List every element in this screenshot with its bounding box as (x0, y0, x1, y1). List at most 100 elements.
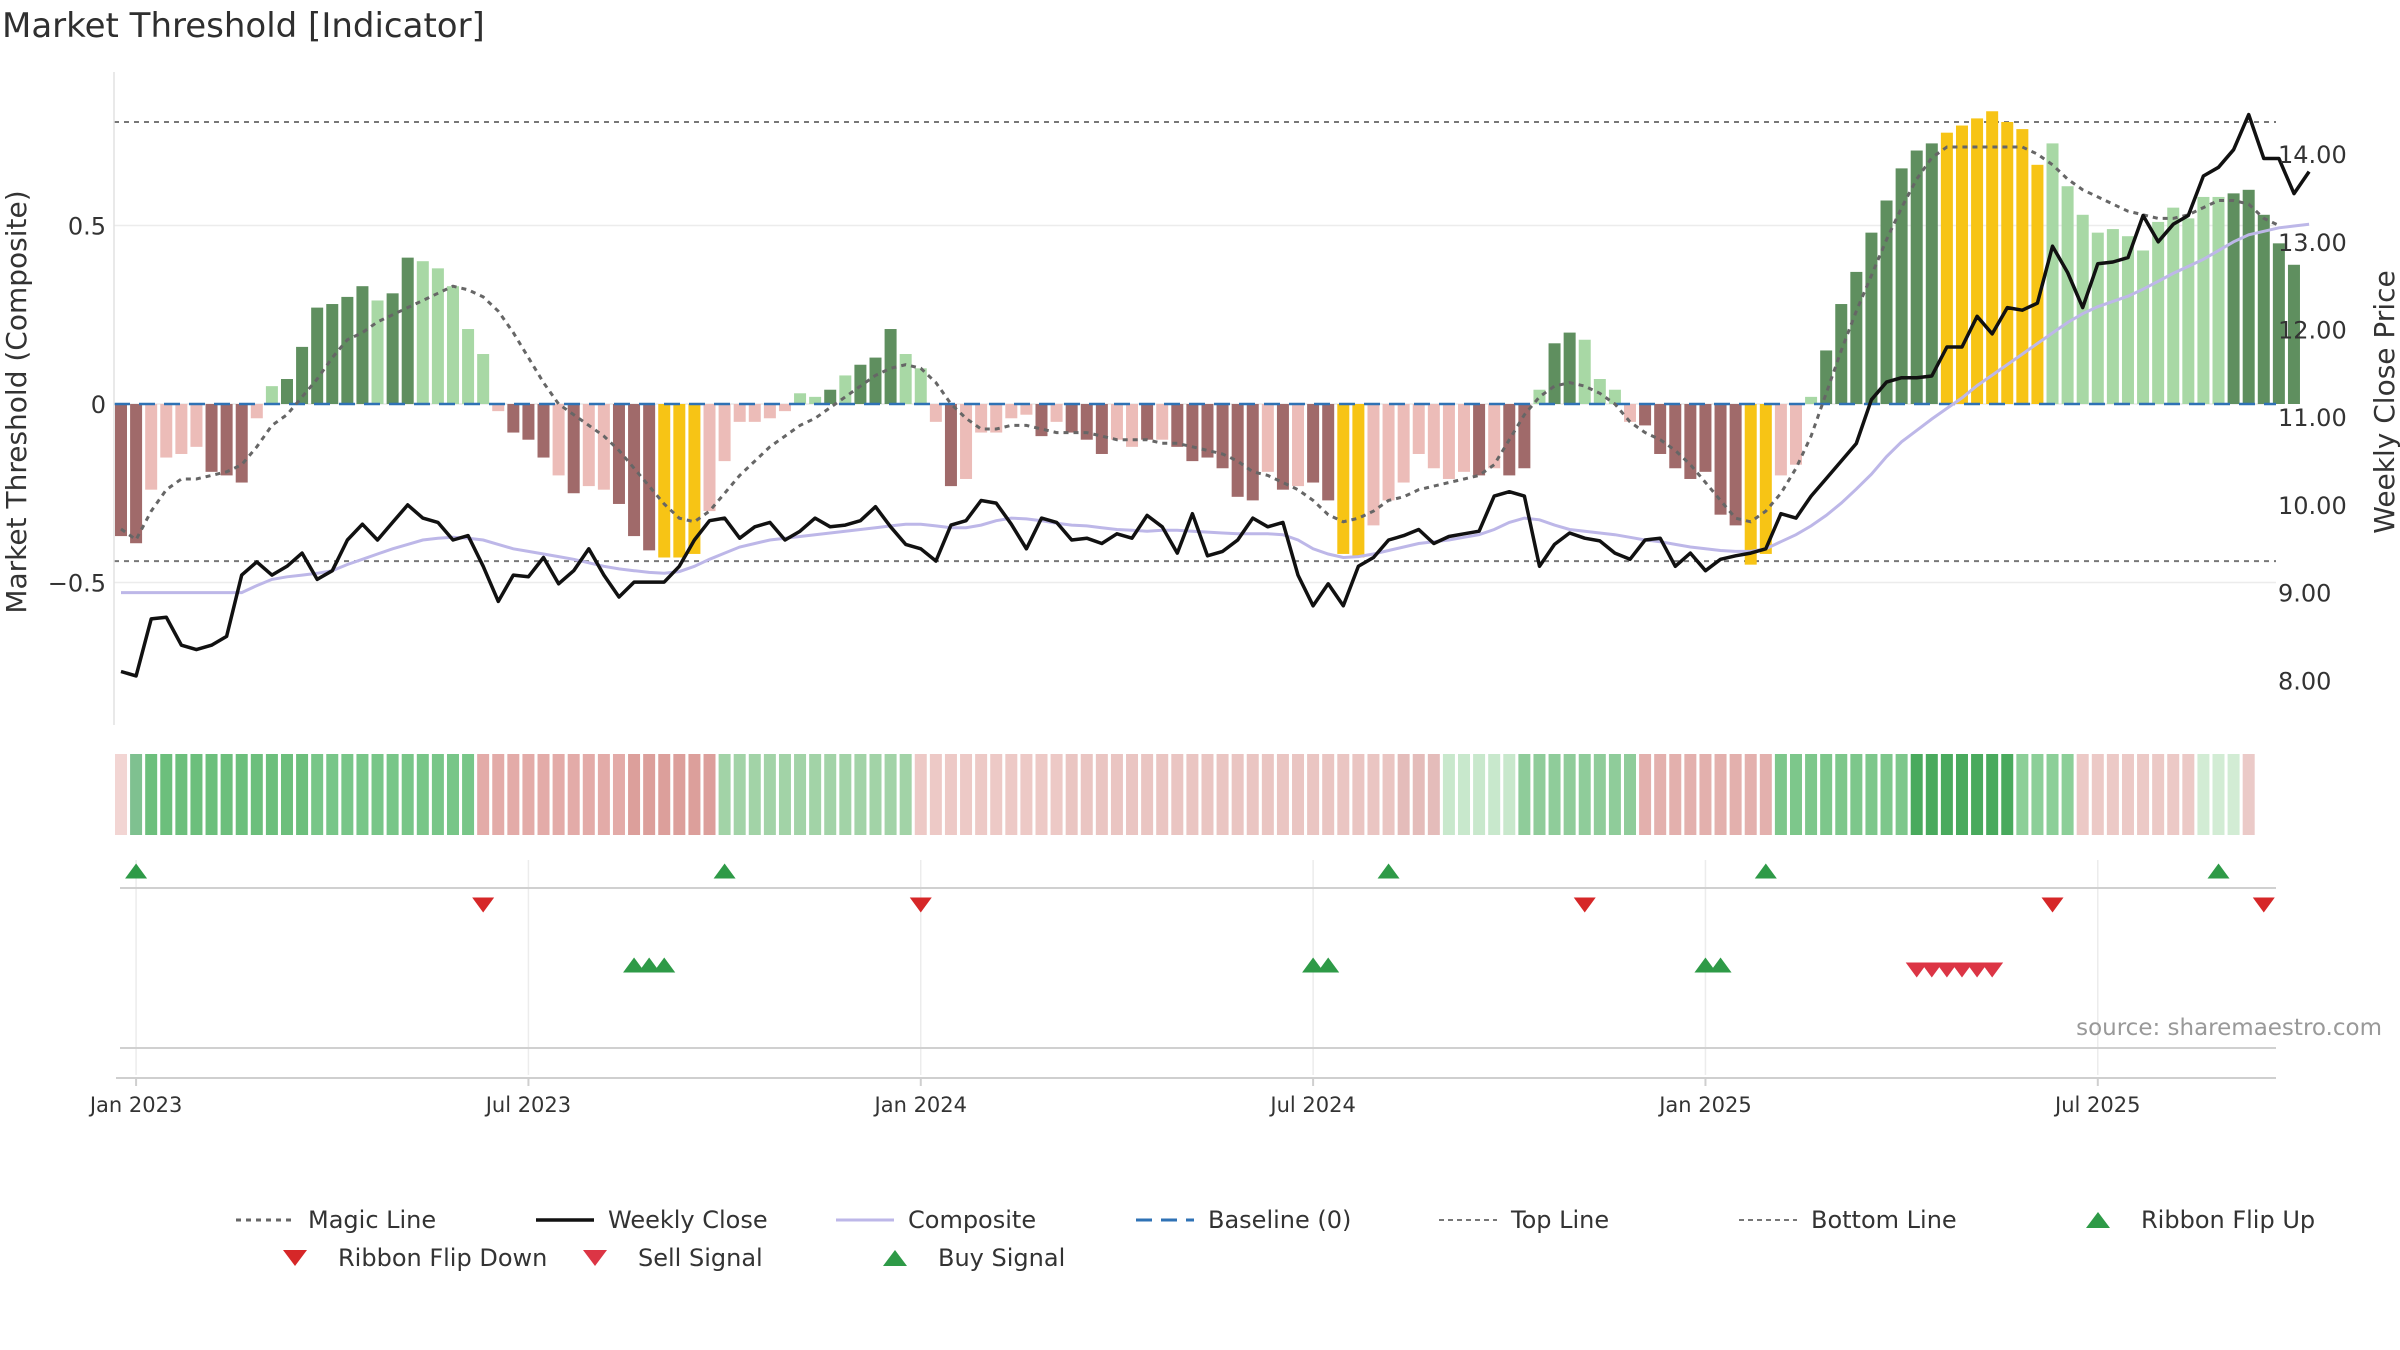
composite-bar (1880, 200, 1893, 404)
baseline-legend-swatch (1136, 1218, 1194, 1222)
composite-bar (824, 389, 837, 404)
composite-bar (462, 329, 475, 404)
composite-bar (1729, 404, 1742, 526)
weekly-close-line (120, 112, 2311, 678)
ribbon-cell (1307, 754, 1320, 835)
composite-bar (628, 404, 641, 537)
ribbon-cell (567, 754, 580, 835)
composite-bar (1292, 404, 1305, 487)
ribbon-flip-up-marker (2207, 863, 2230, 879)
ribbon-cell (1895, 754, 1908, 835)
composite-bar (175, 404, 188, 454)
composite-bar (2212, 196, 2225, 404)
ribbon-cell (1231, 754, 1244, 835)
composite-bar (899, 354, 912, 404)
ribbon-cell (250, 754, 263, 835)
composite-bar (311, 307, 324, 404)
composite-bar (1050, 404, 1063, 422)
legend-label: Sell Signal (638, 1244, 763, 1272)
flipup-legend-marker (2086, 1212, 2110, 1228)
ribbon-cell (2182, 754, 2195, 835)
ribbon-cell (462, 754, 475, 835)
composite-bar (1986, 111, 1999, 404)
ribbon-cell (356, 754, 369, 835)
ribbon-cell (1805, 754, 1818, 835)
ribbon-cell (628, 754, 641, 835)
sell-signal-marker (1905, 962, 1928, 978)
ribbon-cell (2106, 754, 2119, 835)
left-tick-label: 0 (91, 391, 106, 419)
ribbon-cell (1201, 754, 1214, 835)
left-axis-title: Market Threshold (Composite) (0, 190, 33, 613)
composite-bar (567, 404, 580, 494)
ribbon-cell (975, 754, 988, 835)
composite-bar (1563, 332, 1576, 404)
x-tick-label: Jan 2023 (88, 1093, 183, 1117)
ribbon-cell (2001, 754, 2014, 835)
composite-bar (115, 404, 127, 537)
buy-signal-marker (1302, 957, 1325, 973)
composite-bar (1774, 404, 1787, 476)
composite-bar (944, 404, 957, 487)
composite-bar (2016, 129, 2029, 405)
ribbon-cell (1095, 754, 1108, 835)
source-note: source: sharemaestro.com (2076, 1015, 2382, 1041)
composite-bar (220, 404, 233, 476)
ribbon-cell (1412, 754, 1425, 835)
x-tick-label: Jan 2024 (873, 1093, 968, 1117)
composite-bar (1578, 339, 1591, 404)
ribbon-cell (914, 754, 927, 835)
composite-bar (1805, 396, 1818, 404)
composite-bar (2227, 193, 2240, 404)
composite-bar (1307, 404, 1320, 483)
composite-bar (552, 404, 565, 476)
composite-bar (884, 329, 897, 404)
ribbon-cell (1352, 754, 1365, 835)
composite-bar (733, 404, 746, 422)
ribbon-cell (1624, 754, 1636, 835)
ribbon-cell (1050, 754, 1063, 835)
ribbon-cell (2076, 754, 2089, 835)
composite-bar (1261, 404, 1274, 472)
composite-bar (492, 404, 505, 412)
ribbon-cell (1126, 754, 1139, 835)
ribbon-cell (1563, 754, 1576, 835)
ribbon-cell (431, 754, 444, 835)
sell-signal-marker (1920, 962, 1943, 978)
composite-bar (1593, 379, 1606, 404)
legend-label: Buy Signal (938, 1244, 1066, 1272)
composite-bar (2091, 232, 2104, 404)
composite-bar (1442, 404, 1455, 479)
magic-line (120, 145, 2280, 542)
right-tick-label: 9.00 (2278, 580, 2331, 608)
composite-bar (446, 286, 459, 404)
composite-bar (280, 379, 293, 404)
buy-signal-marker (638, 957, 661, 973)
ribbon-cell (265, 754, 278, 835)
ribbon-flip-down-marker (2252, 897, 2275, 913)
composite-bar (1971, 118, 1984, 405)
composite-bar (1171, 404, 1184, 447)
ribbon-cell (1639, 754, 1652, 835)
ribbon-cell (130, 754, 143, 835)
ribbon-cell (1276, 754, 1289, 835)
magic-legend-swatch (236, 1218, 294, 1222)
composite-bar (1669, 404, 1682, 469)
composite-bar (1231, 404, 1244, 497)
flipdown-legend-marker (283, 1250, 307, 1266)
bottom-legend-swatch (1739, 1219, 1797, 1221)
legend-label: Ribbon Flip Down (338, 1244, 548, 1272)
ribbon-cell (446, 754, 459, 835)
composite-bar (507, 404, 520, 433)
ribbon-layer (115, 754, 2255, 835)
composite-bar (1714, 404, 1727, 515)
ribbon-cell (145, 754, 158, 835)
buy-legend-swatch (883, 1250, 907, 1266)
ribbon-cell (205, 754, 218, 835)
ribbon-cell (688, 754, 701, 835)
ribbon-cell (1820, 754, 1833, 835)
composite-bar (2152, 221, 2165, 404)
ribbon-cell (1080, 754, 1093, 835)
composite-bar (673, 404, 686, 558)
ribbon-cell (341, 754, 354, 835)
